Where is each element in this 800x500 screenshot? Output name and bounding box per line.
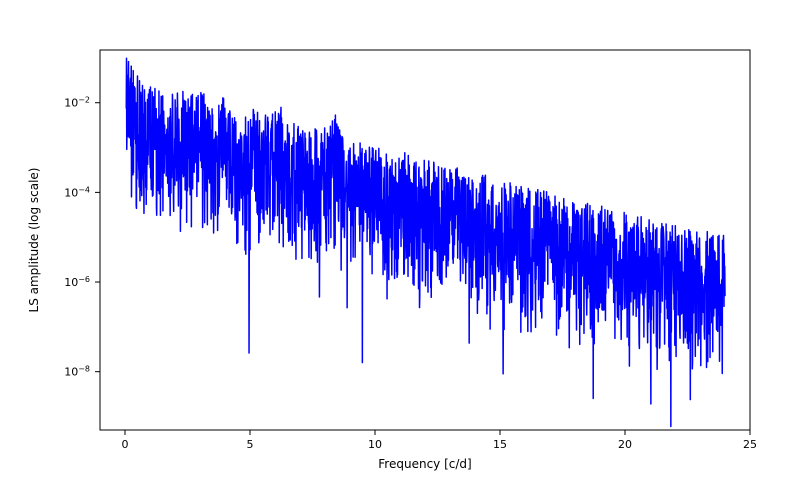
y-axis-label: LS amplitude (log scale) bbox=[27, 168, 41, 313]
x-tick-label: 0 bbox=[122, 438, 129, 451]
x-tick-label: 20 bbox=[618, 438, 632, 451]
y-tick-label: 10−6 bbox=[64, 275, 90, 290]
y-tick-label: 10−4 bbox=[64, 185, 90, 200]
y-tick-label: 10−2 bbox=[64, 95, 90, 110]
x-tick-label: 15 bbox=[493, 438, 507, 451]
chart-svg: 0 5 10 15 20 25 10−8 10−6 10−4 10−2 Frequency [c/… bbox=[0, 0, 800, 500]
x-axis-label: Frequency [c/d] bbox=[378, 457, 471, 471]
x-tick-label: 5 bbox=[247, 438, 254, 451]
x-tick-label: 10 bbox=[368, 438, 382, 451]
y-tick-label: 10−8 bbox=[64, 364, 90, 379]
periodogram-chart: 0 5 10 15 20 25 10−8 10−6 10−4 10−2 Frequency [c/… bbox=[0, 0, 800, 500]
x-tick-label: 25 bbox=[743, 438, 757, 451]
